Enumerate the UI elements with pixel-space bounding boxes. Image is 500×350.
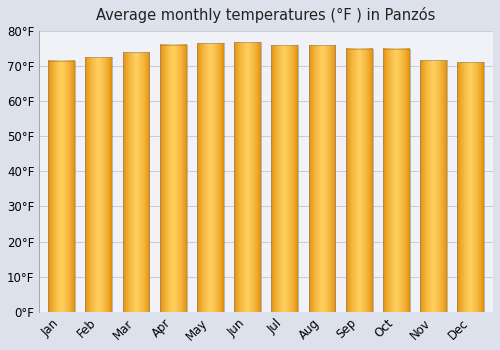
Bar xyxy=(420,60,447,312)
Bar xyxy=(346,49,372,312)
Bar xyxy=(383,49,409,312)
Bar xyxy=(234,42,261,312)
Bar xyxy=(122,52,150,312)
Bar xyxy=(86,57,112,312)
Bar xyxy=(272,46,298,312)
Bar xyxy=(48,61,75,312)
Title: Average monthly temperatures (°F ) in Panzós: Average monthly temperatures (°F ) in Pa… xyxy=(96,7,436,23)
Bar xyxy=(458,62,484,312)
Bar xyxy=(308,46,336,312)
Bar xyxy=(160,45,186,312)
Bar xyxy=(197,43,224,312)
